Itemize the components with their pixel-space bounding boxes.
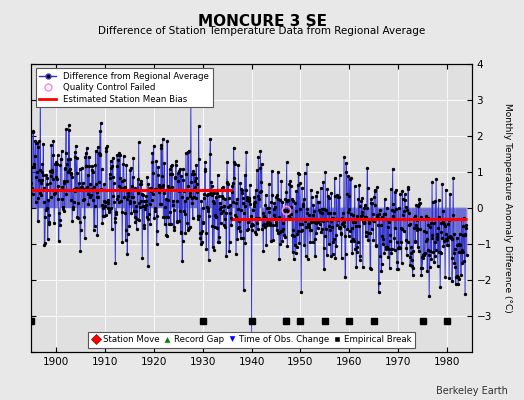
Text: Difference of Station Temperature Data from Regional Average: Difference of Station Temperature Data f… [99, 26, 425, 36]
Text: MONCURE 3 SE: MONCURE 3 SE [198, 14, 326, 29]
Legend: Station Move, Record Gap, Time of Obs. Change, Empirical Break: Station Move, Record Gap, Time of Obs. C… [88, 332, 415, 348]
Y-axis label: Monthly Temperature Anomaly Difference (°C): Monthly Temperature Anomaly Difference (… [503, 103, 512, 313]
Text: Berkeley Earth: Berkeley Earth [436, 386, 508, 396]
